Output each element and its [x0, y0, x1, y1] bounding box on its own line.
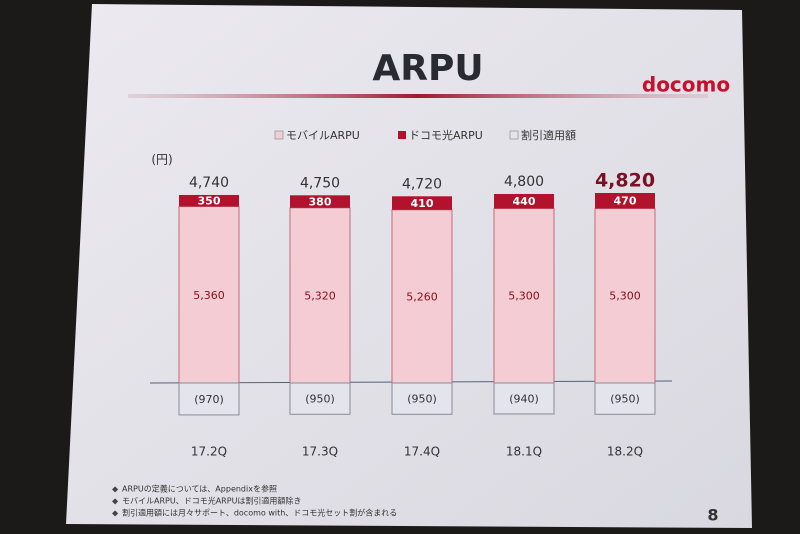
total-label: 4,740 [189, 175, 229, 191]
value-label: (970) [194, 393, 224, 406]
footnote: 割引適用額には月々サポート、docomo with、ドコモ光セット割が含まれる [122, 508, 397, 518]
value-label: 470 [614, 195, 637, 208]
value-label: (950) [305, 393, 335, 406]
value-label: 5,260 [406, 290, 438, 303]
category-label: 17.3Q [302, 445, 338, 459]
docomo-logo: docomo [642, 73, 730, 97]
value-label: 5,300 [609, 290, 641, 303]
footnote-bullet: ◆ [112, 509, 119, 518]
legend-label: 割引適用額 [521, 128, 576, 142]
bar-segment [289, 207, 351, 384]
title-rule [128, 94, 708, 98]
category-label: 18.1Q [506, 445, 542, 459]
bar-segment [595, 193, 655, 209]
slide-title: ARPU [372, 48, 483, 89]
unit-label: (円) [151, 153, 172, 167]
bar-segment [493, 382, 555, 415]
bar-segment [178, 206, 240, 384]
bar-segment [594, 382, 656, 415]
total-label: 4,800 [504, 174, 544, 190]
bar-segment [179, 194, 239, 207]
category-label: 17.4Q [404, 445, 440, 459]
value-label: (940) [509, 392, 539, 405]
bar-segment [178, 382, 240, 416]
value-label: (950) [610, 393, 640, 406]
legend-label: ドコモ光ARPU [409, 128, 483, 142]
total-label: 4,820 [595, 170, 655, 192]
value-label: (950) [407, 393, 437, 406]
footnote: ARPUの定義については、Appendixを参照 [122, 484, 277, 494]
legend-swatch [398, 131, 406, 139]
value-label: 5,320 [304, 289, 336, 302]
value-label: 350 [198, 195, 221, 208]
footnote-bullet: ◆ [112, 497, 119, 506]
footnote: モバイルARPU、ドコモ光ARPUは割引適用額除き [122, 496, 301, 506]
value-label: 380 [309, 196, 332, 209]
total-label: 4,720 [402, 176, 442, 192]
footnote-bullet: ◆ [112, 485, 119, 494]
category-label: 17.2Q [191, 445, 227, 459]
value-label: 5,300 [508, 290, 540, 303]
legend-swatch [274, 130, 284, 140]
legend-label: モバイルARPU [286, 129, 360, 142]
bar-segment [494, 193, 554, 209]
bar-segment [289, 382, 351, 415]
bar-segment [391, 382, 453, 415]
value-label: 410 [411, 197, 434, 210]
value-label: 5,360 [193, 289, 225, 302]
category-label: 18.2Q [607, 445, 643, 459]
total-label: 4,750 [300, 175, 340, 191]
bar-segment [290, 195, 350, 208]
page-number: 8 [707, 506, 718, 525]
bar-segment [392, 196, 452, 210]
value-label: 440 [513, 195, 536, 208]
legend-swatch [509, 130, 519, 140]
